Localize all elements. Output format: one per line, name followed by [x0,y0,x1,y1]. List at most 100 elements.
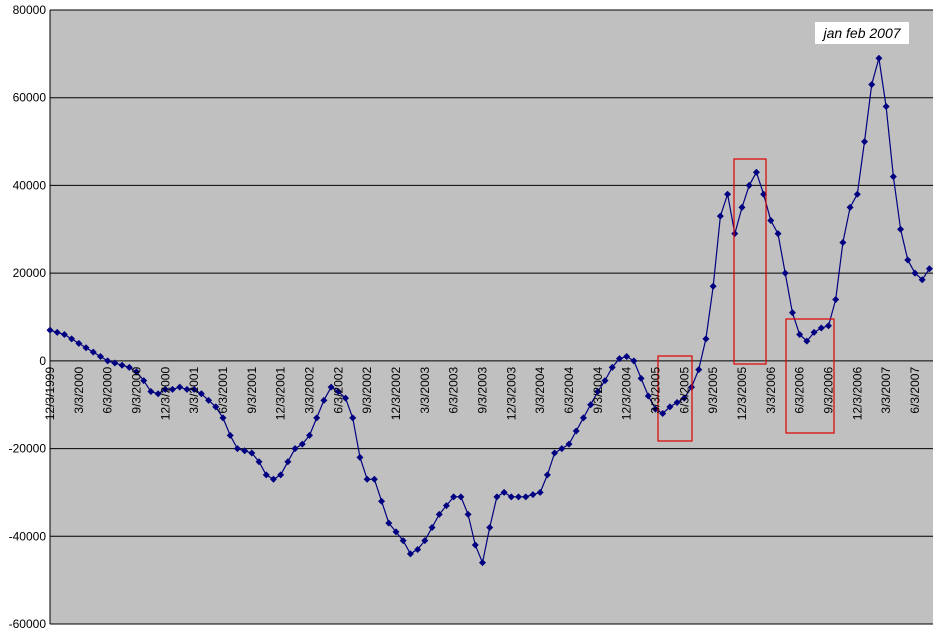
marker [536,488,544,496]
marker [796,331,804,339]
marker [594,388,602,396]
marker [507,493,515,501]
marker [399,537,407,545]
marker [255,458,263,466]
marker [543,471,551,479]
marker [680,394,688,402]
marker [334,388,342,396]
marker [471,541,479,549]
y-tick-label: 60000 [13,91,47,105]
x-tick-label: 3/3/2007 [879,367,893,414]
marker [702,335,710,343]
marker [89,348,97,356]
y-tick-label: -40000 [9,529,47,543]
marker [644,392,652,400]
marker [839,238,847,246]
marker [68,335,76,343]
marker [500,488,508,496]
x-tick-label: 9/3/2002 [360,367,374,414]
marker [96,352,104,360]
y-tick-label: 20000 [13,266,47,280]
marker [291,445,299,453]
marker [53,328,61,336]
marker [853,190,861,198]
marker [875,54,883,62]
marker [651,405,659,413]
marker [262,471,270,479]
marker [183,385,191,393]
y-tick-label: 80000 [13,3,47,17]
marker [515,493,523,501]
marker [82,344,90,352]
marker [161,385,169,393]
marker [788,309,796,317]
marker [421,537,429,545]
y-tick-label: -60000 [9,617,47,631]
series [46,54,933,567]
x-tick-label: 12/3/2006 [850,367,864,421]
marker [579,414,587,422]
marker [623,352,631,360]
x-tick-label: 12/3/2000 [158,367,172,421]
marker [435,510,443,518]
marker [305,431,313,439]
marker [349,414,357,422]
x-tick-label: 12/3/1999 [43,367,57,421]
marker [572,427,580,435]
marker [197,390,205,398]
marker [817,324,825,332]
x-tick-label: 12/3/2001 [274,367,288,421]
highlight-box [733,158,767,365]
marker [486,524,494,532]
marker [882,102,890,110]
marker [493,493,501,501]
x-tick-label: 6/3/2005 [677,367,691,414]
x-tick-label: 12/3/2004 [620,367,634,421]
marker [716,212,724,220]
plot-area [50,10,933,624]
x-tick-label: 6/3/2004 [562,367,576,414]
marker [738,203,746,211]
marker [637,374,645,382]
marker [846,203,854,211]
marker [277,471,285,479]
highlight-box [657,355,693,442]
marker [673,399,681,407]
marker [406,550,414,558]
marker [147,388,155,396]
x-tick-label: 3/3/2003 [418,367,432,414]
x-tick-label: 6/3/2000 [101,367,115,414]
highlight-box [785,318,835,434]
marker [75,339,83,347]
marker [342,394,350,402]
x-tick-label: 6/3/2002 [331,367,345,414]
marker [478,559,486,567]
marker [695,366,703,374]
marker [205,396,213,404]
marker [313,414,321,422]
x-tick-label: 3/3/2005 [648,367,662,414]
x-tick-label: 9/3/2004 [591,367,605,414]
x-tick-label: 3/3/2000 [72,367,86,414]
marker [565,440,573,448]
marker [889,173,897,181]
x-tick-label: 9/3/2003 [475,367,489,414]
marker [356,453,364,461]
marker [615,355,623,363]
marker [767,217,775,225]
marker [587,401,595,409]
x-tick-label: 6/3/2003 [447,367,461,414]
marker [529,491,537,499]
marker [414,545,422,553]
marker [104,357,112,365]
marker [320,396,328,404]
marker [457,493,465,501]
marker [219,414,227,422]
marker [803,337,811,345]
marker [781,269,789,277]
marker [190,385,198,393]
x-tick-label: 12/3/2002 [389,367,403,421]
x-tick-label: 6/3/2007 [908,367,922,414]
marker [385,519,393,527]
marker [810,328,818,336]
